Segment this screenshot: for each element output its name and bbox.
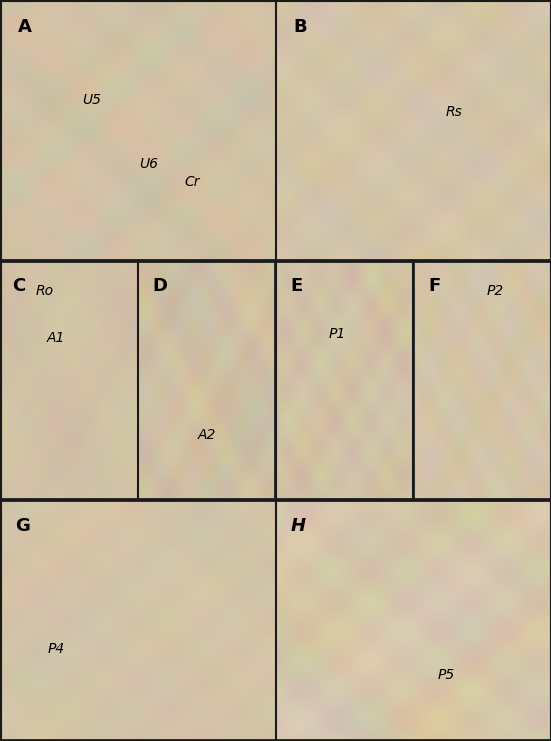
Text: P2: P2 [487,285,504,298]
Text: E: E [290,277,303,295]
Text: B: B [294,18,307,36]
Text: Rs: Rs [446,105,462,119]
Text: A1: A1 [46,331,64,345]
Text: U5: U5 [82,93,101,107]
Text: Cr: Cr [185,175,200,189]
Text: P5: P5 [437,668,455,682]
Text: G: G [15,516,30,534]
Text: F: F [428,277,441,295]
Text: Ro: Ro [36,285,54,298]
Text: P4: P4 [47,642,64,656]
Text: A: A [18,18,32,36]
Text: A2: A2 [197,428,216,442]
Text: D: D [153,277,168,295]
Text: U6: U6 [139,157,158,170]
Text: C: C [13,277,26,295]
Text: P1: P1 [329,327,346,341]
Text: H: H [291,516,306,534]
